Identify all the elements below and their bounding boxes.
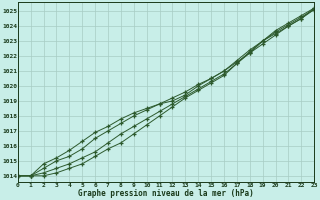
X-axis label: Graphe pression niveau de la mer (hPa): Graphe pression niveau de la mer (hPa) [78,189,254,198]
